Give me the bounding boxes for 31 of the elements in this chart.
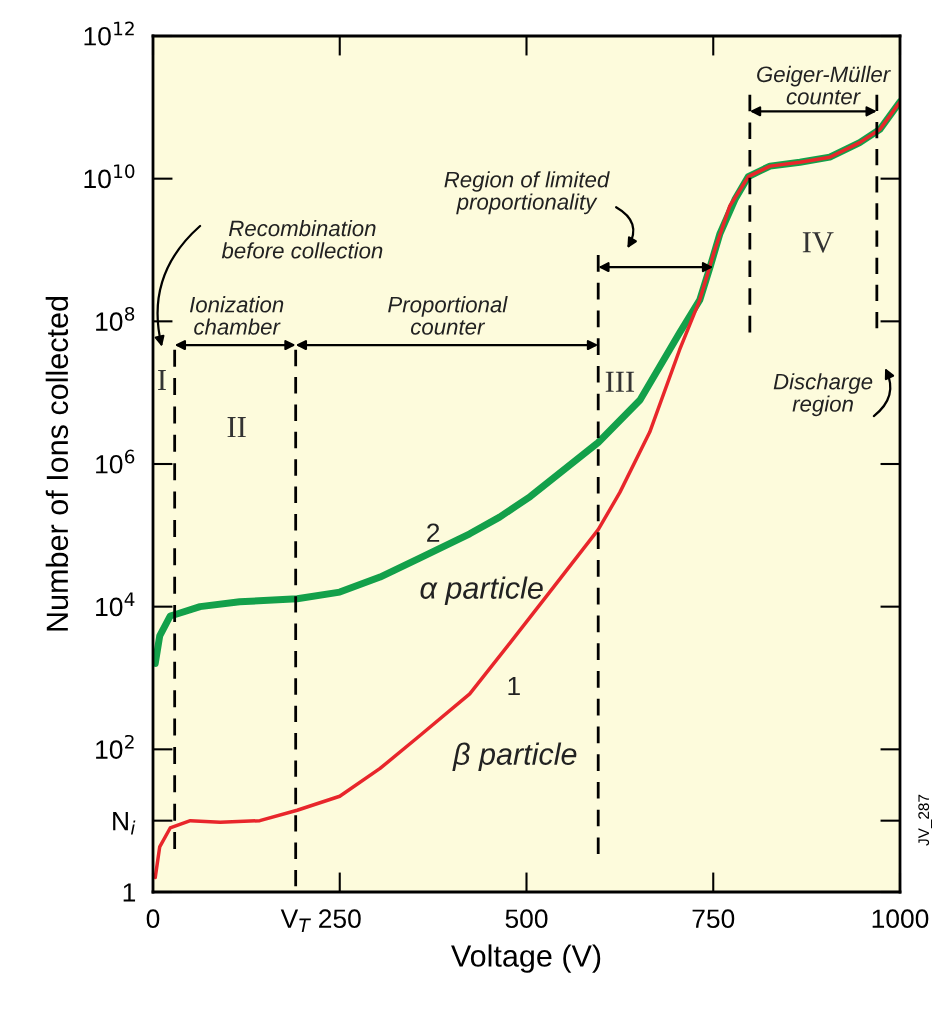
annotation: II xyxy=(227,417,246,438)
text: JV_287 xyxy=(918,794,932,846)
y-tick-label: 10$^{8}$ xyxy=(96,306,135,331)
x-axis-title: Voltage (V) xyxy=(451,944,601,973)
annotation: Geiger-Müller counter xyxy=(757,65,891,105)
annotation: IV xyxy=(802,232,834,253)
x-tick-label: 250 xyxy=(319,909,361,929)
annotation: III xyxy=(605,371,635,392)
y-tick-label: 10$^{12}$ xyxy=(84,21,134,46)
y-tick-label: 10$^{6}$ xyxy=(96,449,135,474)
x-tick-label: 500 xyxy=(505,909,548,929)
y-tick-label: 10$^{10}$ xyxy=(84,164,135,189)
annotation: I xyxy=(157,370,166,391)
annotation: Recombination before collection xyxy=(221,219,383,259)
annotation: Region of limited proportionality xyxy=(444,171,610,215)
annotation: Discharge region xyxy=(773,373,873,417)
annotation: Proportional counter xyxy=(388,296,508,335)
annotation: Ionization chamber xyxy=(189,296,284,335)
y-tick-label: 1 xyxy=(123,883,136,902)
annotation: α particle xyxy=(420,576,543,605)
y-tick-label: N$_{i}$ xyxy=(113,812,136,835)
x-tick-label: 0 xyxy=(146,909,160,929)
x-tick-label: V$_{T}$ xyxy=(280,909,311,933)
y-tick-label: 10$^{2}$ xyxy=(96,734,134,759)
annotation: β particle xyxy=(452,742,577,771)
y-axis-title: Number of Ions collected xyxy=(45,296,69,631)
y-tick-label: 10$^{4}$ xyxy=(96,592,135,617)
x-tick-label: 1000 xyxy=(872,909,929,929)
x-tick-label: 750 xyxy=(692,909,735,929)
annotation: 2 xyxy=(427,523,440,542)
annotation: 1 xyxy=(508,676,520,696)
